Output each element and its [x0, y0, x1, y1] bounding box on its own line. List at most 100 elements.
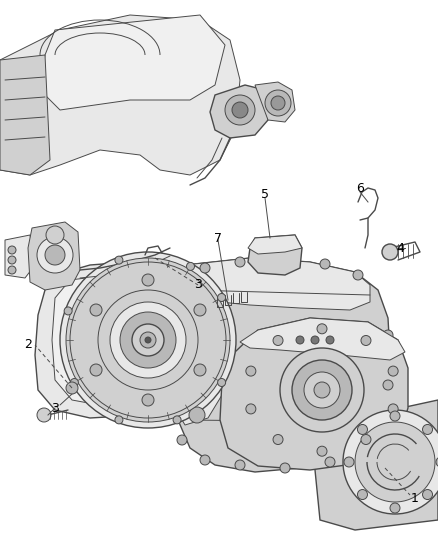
Circle shape	[296, 336, 304, 344]
Circle shape	[353, 270, 363, 280]
Circle shape	[383, 380, 393, 390]
Circle shape	[357, 424, 367, 434]
Circle shape	[120, 312, 176, 368]
Circle shape	[98, 290, 198, 390]
Circle shape	[66, 382, 78, 394]
Circle shape	[280, 463, 290, 473]
Circle shape	[140, 332, 156, 348]
Circle shape	[388, 404, 398, 414]
Circle shape	[325, 457, 335, 467]
Circle shape	[225, 95, 255, 125]
Circle shape	[304, 372, 340, 408]
Circle shape	[377, 425, 387, 435]
Circle shape	[326, 336, 334, 344]
Polygon shape	[35, 260, 215, 418]
Circle shape	[343, 410, 438, 514]
Polygon shape	[175, 258, 390, 472]
Circle shape	[189, 367, 205, 383]
Polygon shape	[0, 15, 240, 175]
Circle shape	[218, 378, 226, 386]
Circle shape	[246, 366, 256, 376]
Circle shape	[388, 366, 398, 376]
Circle shape	[383, 330, 393, 340]
Text: 6: 6	[356, 182, 364, 195]
Circle shape	[45, 245, 65, 265]
Circle shape	[200, 455, 210, 465]
Circle shape	[292, 360, 352, 420]
Circle shape	[436, 457, 438, 467]
Circle shape	[361, 335, 371, 345]
Circle shape	[423, 489, 433, 499]
Circle shape	[423, 424, 433, 434]
Circle shape	[37, 408, 51, 422]
Circle shape	[200, 263, 210, 273]
Circle shape	[177, 375, 187, 385]
Polygon shape	[28, 222, 80, 290]
Circle shape	[365, 440, 375, 450]
Circle shape	[145, 337, 151, 343]
Circle shape	[37, 237, 73, 273]
Circle shape	[357, 489, 367, 499]
Circle shape	[177, 435, 187, 445]
Circle shape	[8, 246, 16, 254]
Circle shape	[110, 302, 186, 378]
Circle shape	[235, 257, 245, 267]
Polygon shape	[172, 298, 228, 425]
Text: 5: 5	[261, 189, 269, 201]
Circle shape	[71, 378, 78, 386]
Circle shape	[132, 324, 164, 356]
Circle shape	[232, 102, 248, 118]
Circle shape	[8, 256, 16, 264]
Circle shape	[317, 324, 327, 334]
Circle shape	[194, 364, 206, 376]
Polygon shape	[210, 85, 268, 138]
Circle shape	[142, 274, 154, 286]
Circle shape	[317, 446, 327, 456]
Circle shape	[177, 315, 187, 325]
Circle shape	[189, 407, 205, 423]
Text: 1: 1	[411, 491, 419, 505]
Text: 3: 3	[194, 279, 202, 292]
Circle shape	[90, 304, 102, 316]
Circle shape	[115, 256, 123, 264]
Circle shape	[8, 266, 16, 274]
Circle shape	[320, 259, 330, 269]
Text: 4: 4	[396, 241, 404, 254]
Circle shape	[115, 416, 123, 424]
Polygon shape	[248, 235, 302, 254]
Polygon shape	[248, 235, 302, 275]
Circle shape	[235, 460, 245, 470]
Circle shape	[273, 434, 283, 445]
Circle shape	[60, 252, 236, 428]
Polygon shape	[240, 318, 405, 360]
Polygon shape	[52, 270, 205, 407]
Circle shape	[344, 457, 354, 467]
Circle shape	[189, 327, 205, 343]
Polygon shape	[315, 400, 438, 530]
Circle shape	[142, 394, 154, 406]
Circle shape	[271, 96, 285, 110]
Circle shape	[173, 416, 181, 424]
Circle shape	[361, 434, 371, 445]
Circle shape	[194, 304, 206, 316]
Circle shape	[64, 307, 72, 315]
Circle shape	[273, 335, 283, 345]
Circle shape	[355, 422, 435, 502]
Circle shape	[280, 255, 290, 265]
Text: 2: 2	[24, 338, 32, 351]
Circle shape	[382, 244, 398, 260]
Circle shape	[246, 404, 256, 414]
Circle shape	[314, 382, 330, 398]
Circle shape	[66, 258, 230, 422]
Circle shape	[280, 348, 364, 432]
Polygon shape	[5, 235, 35, 278]
Polygon shape	[185, 258, 370, 310]
Circle shape	[390, 411, 400, 421]
Polygon shape	[220, 318, 408, 470]
Text: 7: 7	[214, 231, 222, 245]
Polygon shape	[40, 15, 225, 110]
Polygon shape	[0, 55, 50, 175]
Circle shape	[46, 226, 64, 244]
Circle shape	[265, 90, 291, 116]
Circle shape	[311, 336, 319, 344]
